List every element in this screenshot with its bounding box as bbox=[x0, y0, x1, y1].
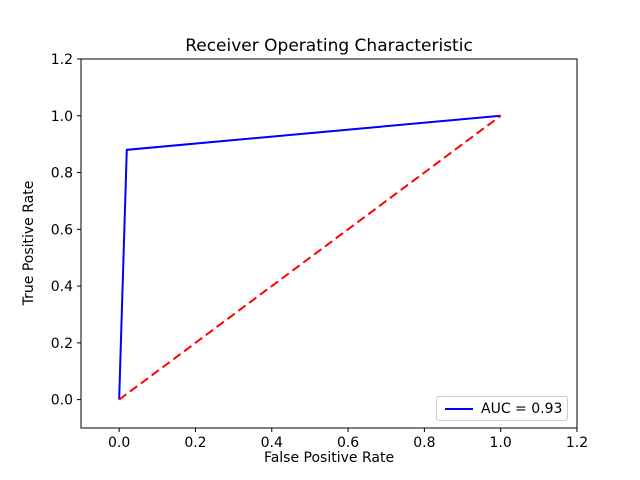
x-tick-label: 0.2 bbox=[184, 435, 206, 451]
y-tick-label: 0.0 bbox=[51, 393, 73, 409]
chance-diagonal-line bbox=[118, 114, 502, 401]
roc-curve-line bbox=[118, 114, 501, 400]
x-tick-label: 1.0 bbox=[490, 435, 512, 451]
x-tick-label: 0.8 bbox=[413, 435, 435, 451]
axes-frame bbox=[80, 58, 578, 429]
legend-box: AUC = 0.93 bbox=[436, 396, 568, 421]
y-tick-label: 0.6 bbox=[51, 222, 73, 238]
x-axis-label: False Positive Rate bbox=[263, 450, 395, 466]
x-tick-label: 0.0 bbox=[108, 435, 130, 451]
y-tick-label: 1.2 bbox=[51, 52, 73, 68]
y-tick-label: 0.8 bbox=[51, 166, 73, 182]
y-tick-label: 0.2 bbox=[51, 336, 73, 352]
legend-line-sample bbox=[445, 407, 473, 410]
x-tick-label: 0.6 bbox=[337, 435, 359, 451]
y-tick-label: 0.4 bbox=[51, 279, 73, 295]
y-tick-label: 1.0 bbox=[51, 109, 73, 125]
x-tick-label: 0.4 bbox=[261, 435, 283, 451]
x-tick-label: 1.2 bbox=[566, 435, 588, 451]
legend-label: AUC = 0.93 bbox=[481, 400, 563, 417]
chart-title: Receiver Operating Characteristic bbox=[185, 36, 473, 56]
